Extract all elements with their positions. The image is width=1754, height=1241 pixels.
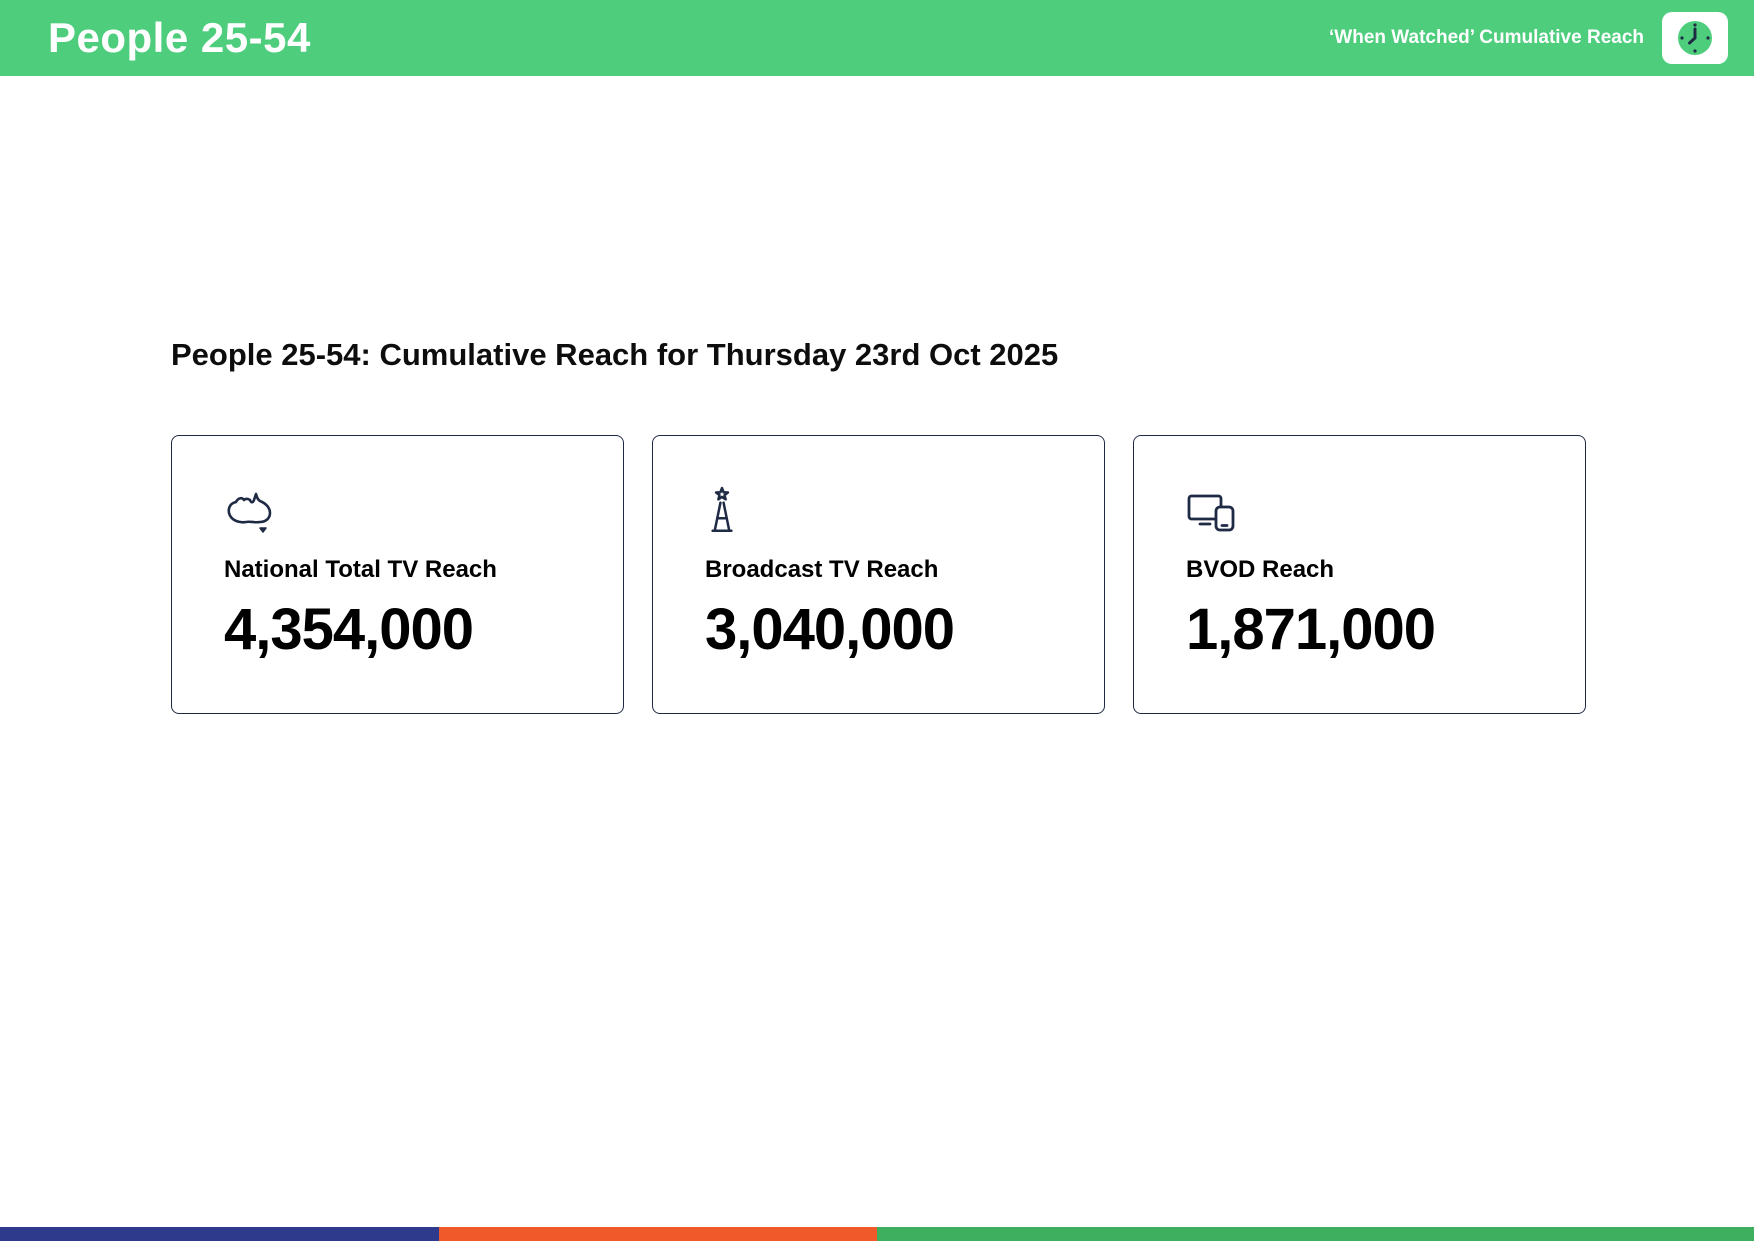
page-title: People 25-54 [48, 14, 311, 61]
section-heading: People 25-54: Cumulative Reach for Thurs… [171, 337, 1059, 372]
card-bvod-reach: BVOD Reach 1,871,000 [1133, 435, 1586, 714]
metric-cards: National Total TV Reach 4,354,000 Broadc… [171, 435, 1586, 714]
card-icon-wrap [224, 486, 593, 536]
footer-bar [0, 1227, 1754, 1241]
metric-label: National Total TV Reach [224, 556, 497, 583]
clock-badge [1662, 12, 1728, 64]
card-broadcast-tv-reach: Broadcast TV Reach 3,040,000 [652, 435, 1105, 714]
clock-icon [1678, 21, 1712, 55]
card-national-total-tv-reach: National Total TV Reach 4,354,000 [171, 435, 624, 714]
card-icon-wrap [1186, 486, 1555, 536]
metric-label: Broadcast TV Reach [705, 556, 939, 583]
header-right-group: ‘When Watched’ Cumulative Reach [1329, 12, 1728, 64]
header-bar: People 25-54 ‘When Watched’ Cumulative R… [0, 0, 1754, 76]
footer-segment-green [877, 1227, 1754, 1241]
broadcast-tower-icon [711, 486, 733, 533]
tv-and-phone-icon [1187, 494, 1235, 532]
metric-label: BVOD Reach [1186, 556, 1335, 583]
metric-value: 1,871,000 [1186, 597, 1436, 662]
metric-value: 3,040,000 [705, 597, 955, 662]
australia-map-icon [227, 492, 272, 533]
footer-segment-orange [438, 1227, 877, 1241]
header-subtitle: ‘When Watched’ Cumulative Reach [1329, 27, 1644, 48]
card-icon-wrap [705, 486, 1074, 536]
footer-segment-navy [0, 1227, 439, 1241]
metric-value: 4,354,000 [224, 597, 474, 662]
